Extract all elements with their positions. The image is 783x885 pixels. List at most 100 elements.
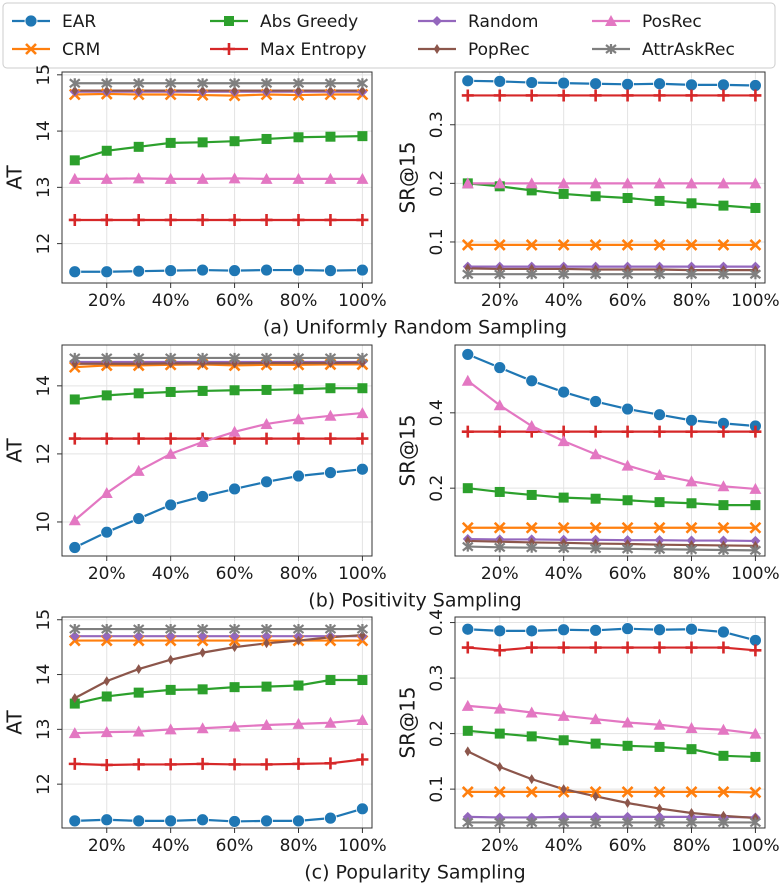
marker xyxy=(69,78,81,89)
marker xyxy=(71,85,78,96)
marker xyxy=(621,459,634,471)
marker xyxy=(589,817,602,828)
marker xyxy=(101,390,112,401)
marker xyxy=(654,195,665,206)
marker xyxy=(324,624,337,635)
marker xyxy=(557,76,571,90)
marker xyxy=(132,432,145,445)
x-tick-label: 100% xyxy=(731,564,780,584)
marker xyxy=(525,420,538,432)
marker xyxy=(720,810,727,821)
marker xyxy=(685,785,698,798)
marker xyxy=(260,432,273,445)
marker xyxy=(525,374,539,388)
marker xyxy=(196,435,209,447)
marker xyxy=(749,269,762,280)
marker xyxy=(685,641,698,654)
marker xyxy=(462,541,474,552)
series-line xyxy=(467,627,756,642)
y-tick-label: 15 xyxy=(34,64,54,86)
marker xyxy=(496,263,503,274)
marker xyxy=(164,213,177,226)
marker xyxy=(71,358,78,369)
marker xyxy=(686,744,697,755)
x-tick-label: 80% xyxy=(673,836,711,856)
marker xyxy=(324,78,337,89)
x-tick-label: 100% xyxy=(338,291,387,311)
marker xyxy=(293,132,304,143)
plot-frame xyxy=(61,71,373,284)
marker xyxy=(261,384,272,395)
marker xyxy=(132,725,145,737)
marker xyxy=(526,269,538,280)
marker xyxy=(750,500,761,511)
marker xyxy=(496,536,503,547)
x-tick-label: 100% xyxy=(731,291,780,311)
marker xyxy=(196,722,209,734)
marker xyxy=(69,698,80,709)
marker xyxy=(164,78,177,89)
marker xyxy=(100,726,113,738)
marker xyxy=(557,817,570,828)
marker xyxy=(164,498,178,512)
y-tick-label: 13 xyxy=(34,719,54,741)
marker xyxy=(260,624,273,635)
marker xyxy=(100,487,113,499)
x-tick-label: 20% xyxy=(481,564,519,584)
x-tick-label: 20% xyxy=(481,291,519,311)
marker xyxy=(231,358,238,369)
marker xyxy=(718,750,729,761)
marker xyxy=(494,817,506,828)
marker xyxy=(292,469,305,483)
marker xyxy=(624,798,631,809)
y-tick-label: 0.2 xyxy=(427,170,447,197)
marker xyxy=(25,43,37,55)
marker xyxy=(557,238,570,251)
marker xyxy=(260,758,273,771)
series-line xyxy=(467,487,756,507)
x-tick-label: 60% xyxy=(216,564,254,584)
marker xyxy=(653,817,666,828)
y-tick-label: 15 xyxy=(34,609,54,631)
y-tick-label: 13 xyxy=(34,177,54,199)
marker xyxy=(228,720,241,732)
marker xyxy=(357,675,368,686)
marker xyxy=(560,537,567,548)
marker xyxy=(526,731,537,742)
marker xyxy=(461,785,474,798)
legend-label: Abs Greedy xyxy=(260,12,358,32)
marker xyxy=(525,89,538,102)
series-line xyxy=(467,539,756,547)
marker xyxy=(685,521,698,534)
series-line xyxy=(74,361,363,365)
y-tick-label: 12 xyxy=(34,233,54,255)
series-line xyxy=(74,807,363,823)
marker xyxy=(653,425,666,438)
marker xyxy=(560,784,567,795)
caption: (a) Uniformly Random Sampling xyxy=(263,317,567,339)
marker xyxy=(357,131,368,142)
marker xyxy=(24,14,38,28)
marker xyxy=(749,521,762,534)
series-line xyxy=(74,387,363,401)
plot-frame xyxy=(454,71,766,284)
marker xyxy=(324,466,337,480)
marker xyxy=(197,137,208,148)
marker xyxy=(260,814,273,828)
marker xyxy=(493,702,506,714)
marker xyxy=(749,425,762,438)
marker xyxy=(132,464,145,476)
marker xyxy=(229,136,240,147)
marker xyxy=(717,641,730,654)
marker xyxy=(261,133,272,144)
marker xyxy=(589,521,602,534)
marker xyxy=(196,757,209,770)
marker xyxy=(199,647,206,658)
marker xyxy=(292,624,305,635)
marker xyxy=(356,432,369,445)
marker xyxy=(68,757,81,770)
marker xyxy=(557,521,570,534)
marker xyxy=(228,213,241,226)
marker xyxy=(324,432,337,445)
marker xyxy=(589,713,602,725)
